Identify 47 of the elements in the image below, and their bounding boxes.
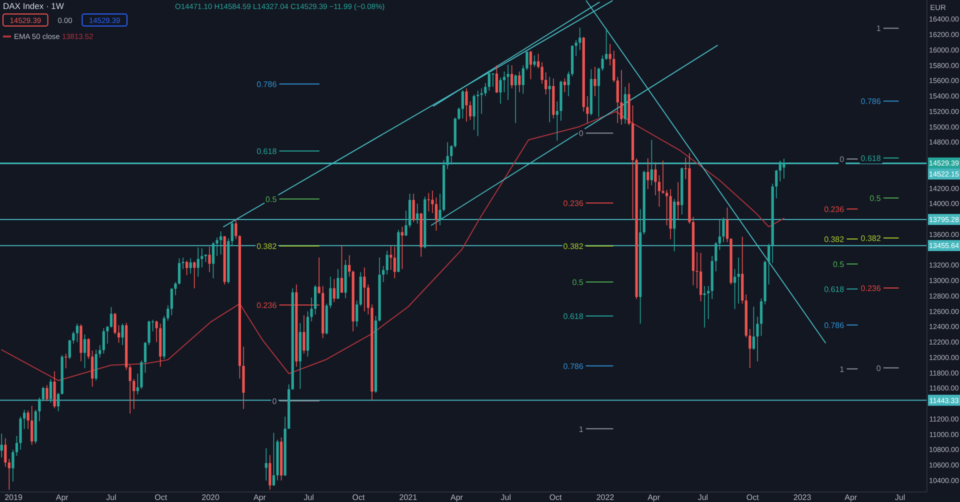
series-label: 0.5 [572,278,584,287]
series-label: 0.236 [256,300,278,310]
x-tick-label: Oct [746,493,760,502]
x-tick-label: 2020 [202,493,220,502]
series-label: 0 [272,396,278,406]
x-tick-label: Jul [304,493,314,502]
series-label: 0.618 [824,284,845,294]
x-tick-label: Oct [549,493,563,502]
series-label: 0.786 [824,320,845,330]
series-label: 0 [578,129,584,138]
x-tick-label: Apr [450,493,464,502]
series-label: 0.5 [266,195,278,204]
x-tick-label: 2021 [399,493,418,502]
series-label: 0.382 [256,242,278,251]
x-tick-label: Apr [844,493,858,502]
series-label: 0.786 [563,362,584,371]
x-tick-label: 2023 [793,493,812,502]
x-tick-label: Oct [352,493,366,502]
series-label: 0.382 [824,235,845,244]
series-label: 0 [876,364,882,373]
series-label: 0.786 [256,80,278,90]
x-tick-label: Jul [894,493,906,502]
chart-title: DAX Index · 1W [3,1,64,11]
series-label: 0.786 [860,97,882,106]
series-label: 0.236 [860,284,882,293]
series-label: 0.5 [870,194,882,204]
x-tick-label: 2019 [4,493,23,502]
x-tick-label: Apr [648,493,660,502]
series-label: 0.618 [563,312,584,321]
series-label: 0.382 [860,234,882,244]
x-tick-label: Jul [106,493,117,502]
x-tick-label: Apr [253,493,266,502]
x-tick-label: Apr [56,493,69,502]
series-label: 1 [578,424,584,434]
series-label: 0.618 [860,154,882,164]
series-label: 0 [840,155,845,164]
series-label: 1 [876,24,882,34]
series-label: 0.382 [563,242,584,251]
x-tick-label: 2022 [596,493,615,502]
x-tick-label: Oct [154,493,168,502]
series-label: 1 [840,364,845,374]
x-tick-label: Jul [698,493,708,502]
series-label: 0.236 [563,199,584,208]
x-tick-label: Jul [500,493,512,502]
series-label: 0.5 [832,260,845,269]
series-label: 0.618 [256,147,278,156]
series-label: 0.236 [824,205,845,214]
